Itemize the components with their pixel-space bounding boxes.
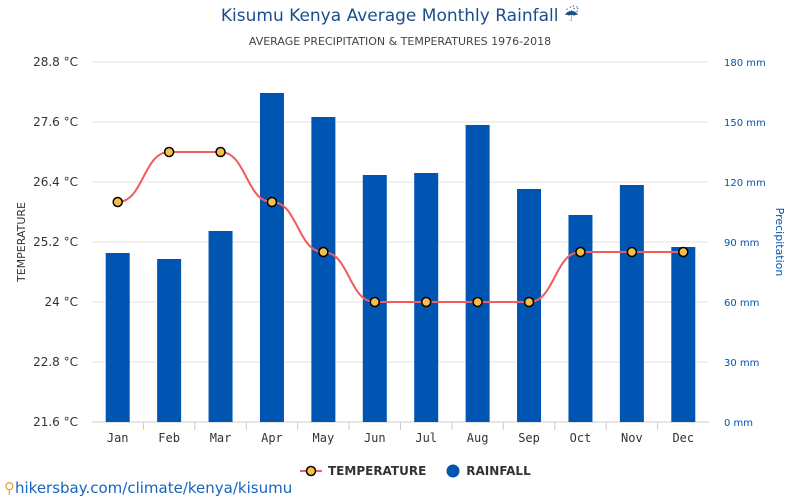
- legend-temperature-label: TEMPERATURE: [328, 464, 427, 478]
- line-marker-icon: [300, 465, 322, 477]
- chart-title: Kisumu Kenya Average Monthly Rainfall ☔: [220, 6, 580, 26]
- rainfall-bar: [208, 231, 233, 422]
- temperature-point: [472, 296, 483, 308]
- rainfall-bar: [311, 117, 336, 422]
- y-tick-label: 28.8 °C: [33, 55, 78, 69]
- x-tick-label: Sep: [518, 431, 540, 445]
- legend: TEMPERATURE RAINFALL: [300, 464, 531, 478]
- y-axis-label: TEMPERATURE: [15, 202, 28, 283]
- temperature-point: [678, 246, 689, 258]
- x-tick-label: Jul: [415, 431, 437, 445]
- y2-tick-label: 60 mm: [724, 298, 759, 309]
- x-tick-label: Nov: [621, 431, 643, 445]
- x-tick-label: May: [313, 431, 335, 445]
- y2-tick-label: 90 mm: [724, 238, 759, 249]
- x-tick-label: Oct: [570, 431, 592, 445]
- temperature-line: [117, 151, 684, 303]
- rainfall-bar: [619, 185, 644, 422]
- location-pin-icon: ⚲: [4, 479, 15, 497]
- temperature-point: [420, 296, 432, 308]
- legend-temperature[interactable]: TEMPERATURE: [300, 464, 426, 478]
- y-tick-label: 27.6 °C: [33, 115, 78, 129]
- rainfall-bar: [465, 125, 490, 422]
- y2-tick-label: 150 mm: [724, 118, 766, 129]
- rainfall-bar: [259, 93, 284, 422]
- source-link[interactable]: ⚲hikersbay.com/climate/kenya/kisumu: [4, 479, 292, 497]
- y2-tick-label: 0 mm: [724, 418, 753, 429]
- source-text: hikersbay.com/climate/kenya/kisumu: [15, 479, 293, 497]
- y-tick-label: 21.6 °C: [33, 415, 78, 429]
- rainfall-bar: [568, 215, 593, 422]
- rainfall-bar: [157, 259, 182, 422]
- y2-tick-label: 180 mm: [724, 58, 766, 69]
- rainfall-bar: [105, 253, 130, 422]
- temperature-point: [215, 146, 226, 158]
- y-tick-label: 24 °C: [45, 295, 78, 309]
- x-tick-label: Jun: [364, 431, 386, 445]
- x-tick-label: Mar: [210, 431, 232, 445]
- y-tick-label: 22.8 °C: [33, 355, 78, 369]
- x-tick-label: Apr: [261, 431, 283, 445]
- legend-rainfall[interactable]: RAINFALL: [446, 464, 531, 478]
- temperature-point: [575, 246, 586, 258]
- y2-tick-label: 30 mm: [724, 358, 759, 369]
- temperature-point: [318, 246, 329, 258]
- x-tick-label: Dec: [672, 431, 694, 445]
- y-tick-label: 25.2 °C: [33, 235, 78, 249]
- rainfall-bar: [671, 247, 696, 422]
- x-tick-label: Feb: [158, 431, 180, 445]
- y2-tick-label: 120 mm: [724, 178, 766, 189]
- x-tick-label: Aug: [467, 431, 489, 445]
- temperature-point: [112, 196, 123, 208]
- temperature-point: [163, 146, 175, 158]
- x-tick-label: Jan: [107, 431, 129, 445]
- legend-rainfall-label: RAINFALL: [466, 464, 531, 478]
- y-tick-label: 26.4 °C: [33, 175, 78, 189]
- temperature-point: [266, 196, 278, 208]
- temperature-point: [369, 296, 381, 308]
- temperature-point: [626, 246, 638, 258]
- temperature-point: [523, 296, 535, 308]
- chart-subtitle: AVERAGE PRECIPITATION & TEMPERATURES 197…: [248, 35, 552, 48]
- y2-axis-label: Precipitation: [773, 208, 786, 277]
- circle-icon: [446, 464, 460, 478]
